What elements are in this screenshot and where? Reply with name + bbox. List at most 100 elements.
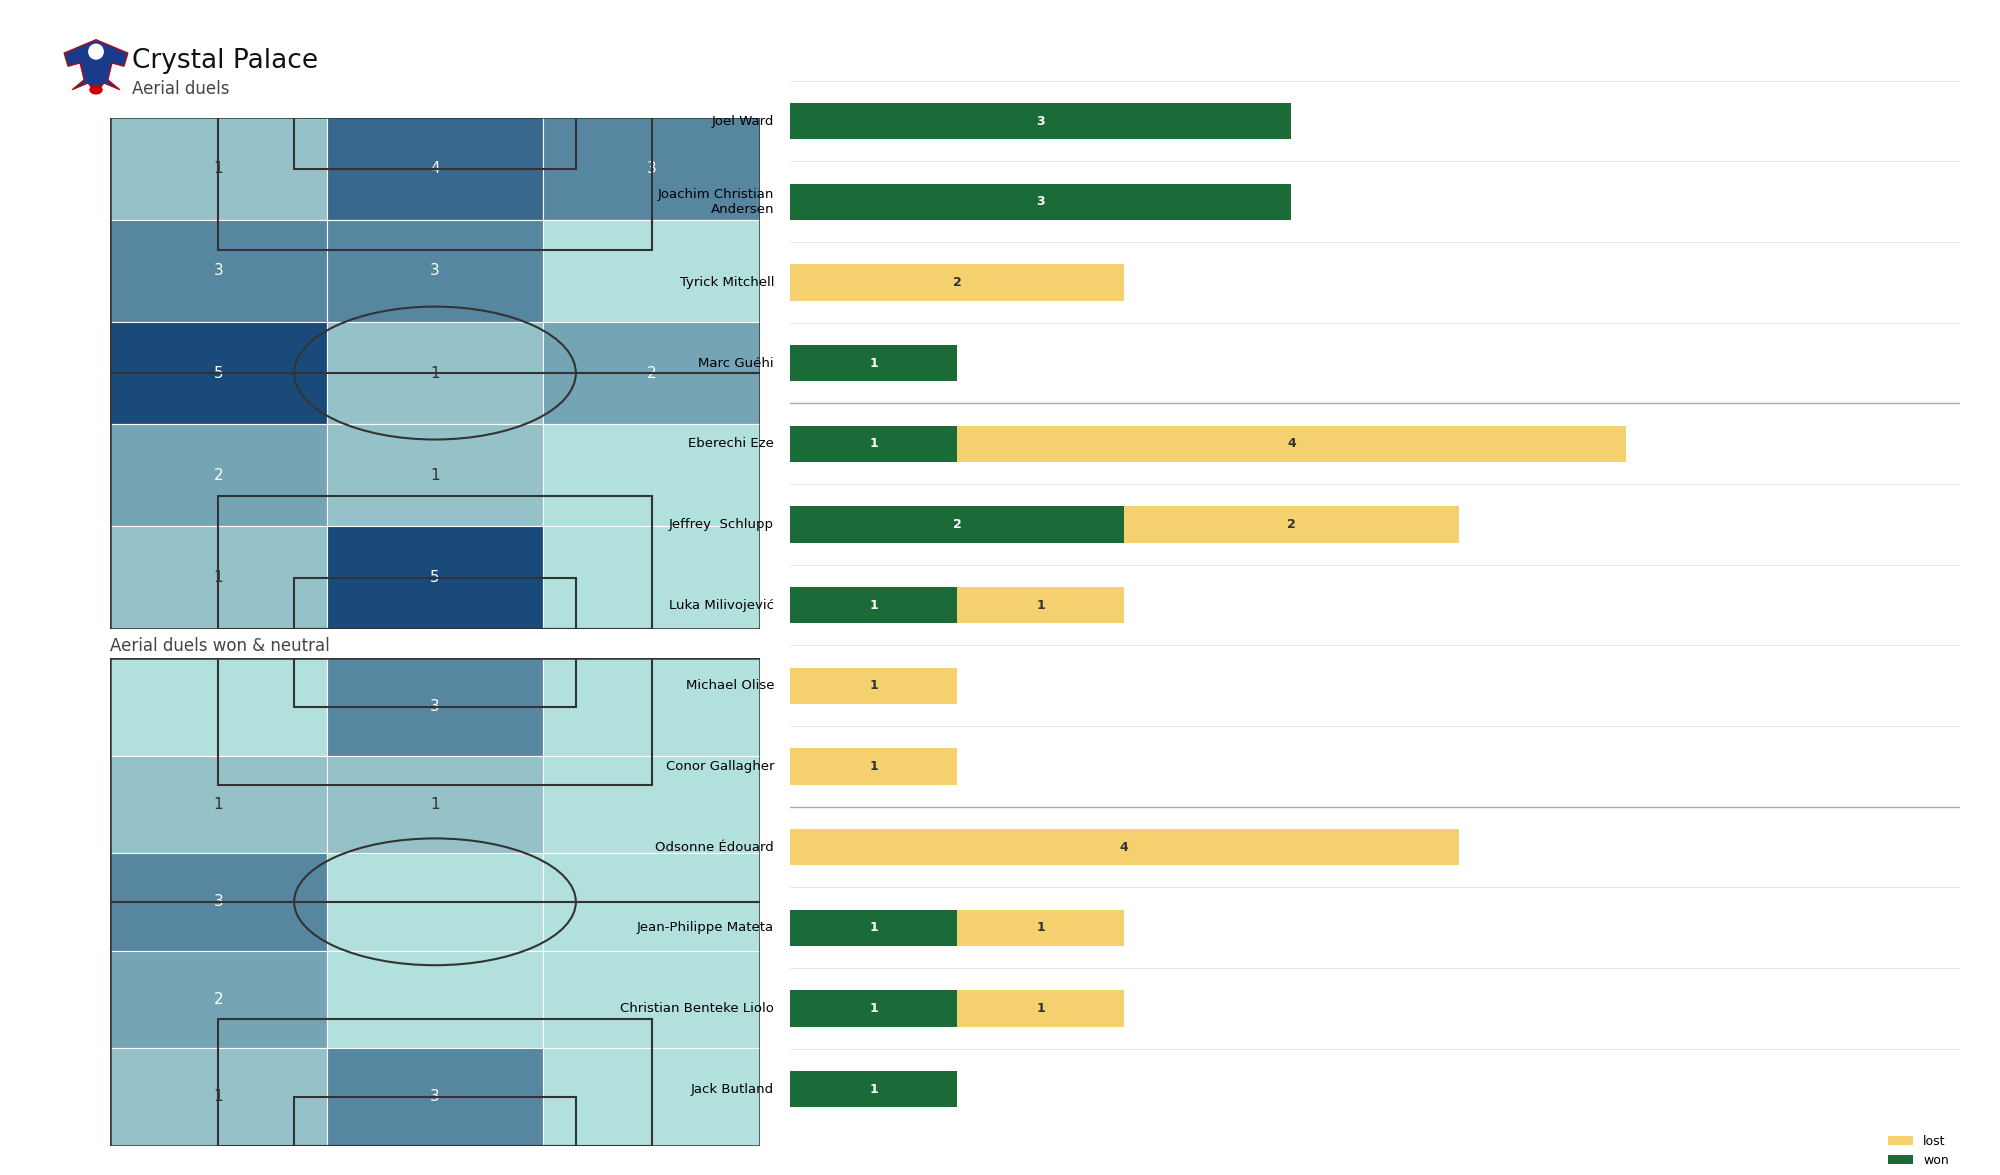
Bar <box>544 1048 760 1146</box>
Text: 1: 1 <box>870 760 878 773</box>
Text: 2: 2 <box>952 276 962 289</box>
Text: 1: 1 <box>430 468 440 483</box>
Bar <box>110 853 326 951</box>
Text: Aerial duels: Aerial duels <box>132 80 230 98</box>
Bar <box>218 118 652 250</box>
Text: 2: 2 <box>646 365 656 381</box>
Bar <box>790 506 1124 543</box>
Ellipse shape <box>90 86 102 94</box>
Bar <box>790 909 958 946</box>
Text: 3: 3 <box>214 263 224 278</box>
Text: 1: 1 <box>870 356 878 370</box>
Bar <box>958 588 1124 623</box>
Bar <box>110 951 326 1048</box>
Text: 3: 3 <box>430 1089 440 1104</box>
Text: 1: 1 <box>214 161 224 176</box>
Bar <box>218 496 652 629</box>
Text: 1: 1 <box>430 365 440 381</box>
Text: 1: 1 <box>870 1002 878 1015</box>
Text: 4: 4 <box>1288 437 1296 450</box>
Bar <box>110 658 326 756</box>
Bar <box>326 322 544 424</box>
Ellipse shape <box>88 45 104 59</box>
Bar <box>790 183 1292 220</box>
Bar <box>326 118 544 220</box>
Text: 1: 1 <box>430 797 440 812</box>
Bar <box>544 756 760 853</box>
Bar <box>544 526 760 629</box>
Bar <box>790 667 958 704</box>
Bar <box>790 345 958 381</box>
Bar <box>958 909 1124 946</box>
Text: 1: 1 <box>1036 921 1046 934</box>
Bar <box>544 220 760 322</box>
Text: 3: 3 <box>1036 115 1046 128</box>
Text: 1: 1 <box>214 797 224 812</box>
Bar <box>544 424 760 526</box>
Text: 3: 3 <box>646 161 656 176</box>
Legend: lost, won: lost, won <box>1884 1129 1954 1171</box>
Text: Aerial duels won & neutral: Aerial duels won & neutral <box>110 637 330 656</box>
Text: 1: 1 <box>1036 1002 1046 1015</box>
Text: 1: 1 <box>870 437 878 450</box>
Text: 3: 3 <box>430 263 440 278</box>
Text: 2: 2 <box>1288 518 1296 531</box>
Text: 1: 1 <box>870 1082 878 1095</box>
Bar <box>110 118 326 220</box>
Bar <box>326 1048 544 1146</box>
Text: 3: 3 <box>214 894 224 909</box>
Text: 1: 1 <box>870 598 878 612</box>
Bar <box>294 658 576 706</box>
Text: 3: 3 <box>430 699 440 714</box>
Text: Crystal Palace: Crystal Palace <box>132 48 318 74</box>
Bar <box>544 118 760 220</box>
Bar <box>326 658 544 756</box>
Bar <box>294 118 576 168</box>
Text: 5: 5 <box>214 365 224 381</box>
Bar <box>110 220 326 322</box>
Text: 1: 1 <box>1036 598 1046 612</box>
Bar <box>958 991 1124 1027</box>
Bar <box>790 1070 958 1107</box>
Text: 1: 1 <box>870 921 878 934</box>
Bar <box>544 322 760 424</box>
Text: 4: 4 <box>430 161 440 176</box>
Bar <box>326 951 544 1048</box>
Bar <box>544 951 760 1048</box>
Bar <box>790 991 958 1027</box>
Bar <box>110 1048 326 1146</box>
Bar <box>110 756 326 853</box>
Text: 1: 1 <box>870 679 878 692</box>
Bar <box>326 853 544 951</box>
Bar <box>958 425 1626 462</box>
Bar <box>218 658 652 785</box>
Bar <box>110 424 326 526</box>
Text: 2: 2 <box>214 468 224 483</box>
Bar <box>294 578 576 629</box>
Bar <box>544 658 760 756</box>
Text: 2: 2 <box>214 992 224 1007</box>
Bar <box>790 588 958 623</box>
Bar <box>110 526 326 629</box>
Text: 5: 5 <box>430 570 440 585</box>
Bar <box>326 756 544 853</box>
Text: 1: 1 <box>214 570 224 585</box>
Text: 1: 1 <box>214 1089 224 1104</box>
Bar <box>326 220 544 322</box>
Bar <box>218 1019 652 1146</box>
Bar <box>790 748 958 785</box>
Text: 4: 4 <box>1120 840 1128 854</box>
PathPatch shape <box>64 40 128 93</box>
Text: 3: 3 <box>1036 195 1046 208</box>
Bar <box>790 425 958 462</box>
Text: 2: 2 <box>952 518 962 531</box>
Bar <box>544 853 760 951</box>
Bar <box>326 424 544 526</box>
Bar <box>110 322 326 424</box>
Bar <box>790 830 1458 865</box>
Bar <box>294 1097 576 1146</box>
Bar <box>1124 506 1458 543</box>
Bar <box>790 264 1124 301</box>
Bar <box>790 103 1292 140</box>
Bar <box>326 526 544 629</box>
